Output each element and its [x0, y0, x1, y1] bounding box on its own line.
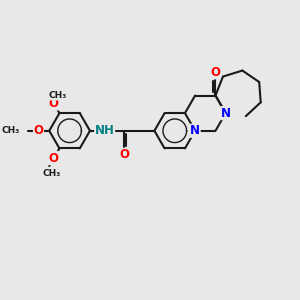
Text: NH: NH [95, 124, 115, 137]
Text: O: O [211, 66, 220, 79]
Text: O: O [49, 97, 59, 110]
Text: O: O [34, 124, 44, 137]
Text: O: O [49, 152, 59, 165]
Text: CH₃: CH₃ [48, 91, 66, 100]
Text: CH₃: CH₃ [1, 126, 20, 135]
Text: CH₃: CH₃ [42, 169, 61, 178]
Text: N: N [190, 124, 200, 137]
Text: N: N [221, 106, 231, 120]
Text: O: O [119, 148, 129, 161]
